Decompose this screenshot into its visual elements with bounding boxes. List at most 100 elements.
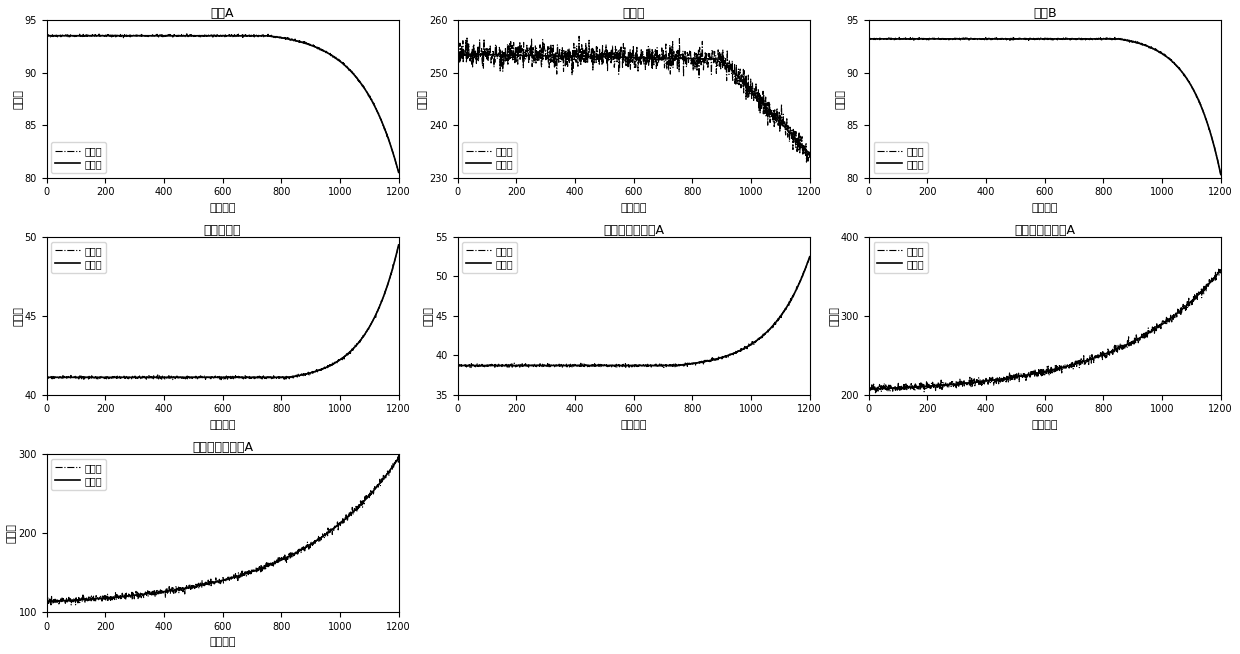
测量信	[464, 364, 479, 371]
测量信	[671, 46, 686, 54]
预测信	[862, 35, 877, 43]
测量信	[972, 35, 987, 43]
测量信	[862, 35, 877, 43]
测量信	[260, 563, 275, 571]
Line: 预测信: 预测信	[458, 54, 810, 154]
X-axis label: 采样时刻: 采样时刻	[210, 203, 236, 213]
测量信	[391, 451, 405, 458]
Line: 预测信: 预测信	[47, 458, 398, 602]
测量信	[450, 362, 465, 370]
测量信	[978, 376, 993, 384]
Title: 真空A: 真空A	[211, 7, 234, 20]
测量信	[567, 362, 582, 370]
Title: 循环水出口压力A: 循环水出口压力A	[192, 441, 253, 454]
测量信	[671, 361, 686, 369]
测量信	[562, 361, 577, 369]
预测信	[1131, 39, 1146, 47]
预测信	[567, 362, 582, 370]
预测信	[119, 592, 134, 600]
测量信	[1213, 169, 1228, 177]
预测信	[671, 361, 686, 369]
预测信	[531, 52, 546, 60]
预测信	[150, 589, 165, 596]
测量信	[156, 587, 171, 595]
测量信	[531, 360, 546, 368]
Line: 预测信: 预测信	[869, 270, 1220, 389]
测量信	[1095, 356, 1110, 364]
预测信	[119, 373, 134, 381]
测量信	[120, 31, 135, 39]
预测信	[720, 61, 735, 69]
Legend: 测量信, 预测信: 测量信, 预测信	[51, 242, 105, 273]
测量信	[802, 253, 817, 261]
预测信	[273, 557, 288, 564]
Title: 凝结水温度: 凝结水温度	[203, 224, 242, 237]
测量信	[309, 366, 324, 374]
测量信	[567, 52, 582, 60]
预测信	[391, 241, 405, 249]
测量信	[684, 56, 699, 63]
Line: 测量信: 测量信	[458, 36, 810, 162]
Line: 测量信: 测量信	[869, 269, 1220, 393]
测量信	[40, 31, 55, 39]
预测信	[941, 381, 956, 388]
测量信	[531, 48, 546, 56]
测量信	[273, 555, 288, 563]
测量信	[40, 373, 55, 381]
测量信	[309, 44, 324, 52]
测量信	[100, 29, 115, 37]
预测信	[531, 362, 546, 370]
测量信	[213, 376, 228, 384]
X-axis label: 采样时刻: 采样时刻	[620, 420, 647, 430]
测量信	[572, 32, 587, 40]
测量信	[309, 538, 324, 546]
测量信	[120, 592, 135, 600]
预测信	[273, 33, 288, 41]
X-axis label: 采样时刻: 采样时刻	[1032, 420, 1058, 430]
测量信	[273, 373, 288, 381]
测量信	[150, 32, 165, 40]
Y-axis label: 参数信: 参数信	[836, 89, 846, 109]
X-axis label: 采样时刻: 采样时刻	[210, 637, 236, 647]
预测信	[273, 373, 288, 381]
预测信	[309, 367, 324, 375]
预测信	[1095, 351, 1110, 359]
预测信	[260, 562, 275, 570]
测量信	[972, 377, 987, 385]
测量信	[273, 33, 288, 41]
测量信	[977, 35, 992, 43]
测量信	[391, 168, 405, 176]
Y-axis label: 参数信: 参数信	[14, 306, 24, 326]
预测信	[40, 32, 55, 40]
Y-axis label: 参数信: 参数信	[14, 89, 24, 109]
预测信	[155, 373, 170, 381]
测量信	[1131, 334, 1146, 342]
Legend: 测量信, 预测信: 测量信, 预测信	[463, 142, 517, 173]
Line: 测量信: 测量信	[458, 257, 810, 368]
Legend: 测量信, 预测信: 测量信, 预测信	[463, 242, 517, 273]
预测信	[260, 373, 275, 381]
Title: 循环水出口温度A: 循环水出口温度A	[603, 224, 665, 237]
预测信	[1083, 35, 1097, 43]
测量信	[260, 33, 275, 41]
预测信	[683, 360, 698, 368]
预测信	[155, 32, 170, 40]
Line: 预测信: 预测信	[458, 257, 810, 366]
Legend: 测量信, 预测信: 测量信, 预测信	[51, 142, 105, 173]
测量信	[1083, 355, 1097, 363]
测量信	[450, 53, 465, 61]
测量信	[941, 35, 956, 43]
预测信	[40, 598, 55, 606]
Title: 循环水进口压力A: 循环水进口压力A	[1014, 224, 1075, 237]
测量信	[1213, 266, 1228, 274]
预测信	[1095, 35, 1110, 43]
测量信	[156, 32, 171, 40]
预测信	[862, 385, 877, 393]
测量信	[868, 389, 883, 397]
测量信	[1095, 35, 1110, 43]
测量信	[799, 158, 813, 166]
预测信	[972, 378, 987, 386]
测量信	[862, 384, 877, 392]
测量信	[1211, 265, 1226, 273]
预测信	[450, 50, 465, 58]
